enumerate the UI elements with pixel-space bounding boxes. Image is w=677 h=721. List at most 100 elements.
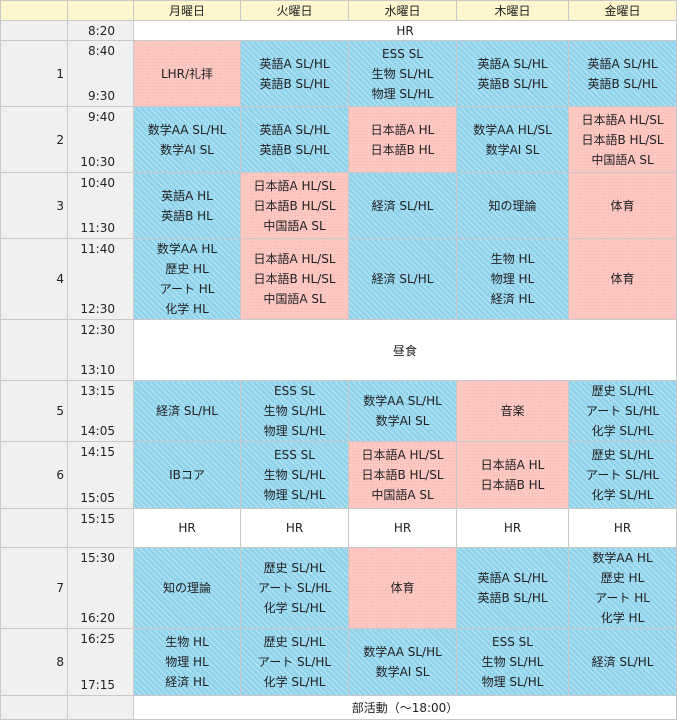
end-time: 10:30 — [80, 155, 115, 169]
period-number: 4 — [0, 238, 68, 320]
hr-cell-wed: HR — [348, 508, 457, 548]
class-cell-mon: 生物 HL 物理 HL 経済 HL — [133, 628, 241, 696]
subject-label: 化学 SL/HL — [591, 488, 654, 502]
subject-label: 体育 — [610, 272, 635, 286]
class-cell-thu: 知の理論 — [456, 172, 569, 239]
subject-label: 日本語B HL/SL — [581, 132, 664, 147]
class-cell-fri: 歴史 SL/HL アート SL/HL 化学 SL/HL — [568, 380, 677, 442]
class-cell-tue: 日本語A HL/SL 日本語B HL/SL 中国語A SL — [240, 238, 349, 320]
period-cell-empty — [0, 695, 68, 720]
subject-label: 生物 HL — [165, 635, 209, 649]
subject-label: LHR/礼拝 — [160, 66, 214, 81]
day-header-fri: 金曜日 — [568, 0, 677, 21]
day-header-thu: 木曜日 — [456, 0, 569, 21]
start-time: 9:40 — [88, 110, 115, 124]
period-row: 2 9:40 10:30 数学AA SL/HL 数学AI SL 英語A SL/HL 英語B … — [0, 106, 677, 173]
subject-label: 数学AA HL/SL — [473, 122, 552, 137]
subject-label: アート SL/HL — [257, 581, 332, 595]
subject-label: 英語B SL/HL — [477, 591, 548, 605]
subject-label: ESS SL — [492, 635, 533, 649]
subject-label: 経済 SL/HL — [156, 404, 218, 418]
class-cell-tue: ESS SL 生物 SL/HL 物理 SL/HL — [240, 441, 349, 509]
subject-label: 数学AA SL/HL — [363, 394, 442, 408]
subject-label: 日本語A HL/SL — [253, 178, 336, 193]
time-header-cell — [67, 0, 134, 21]
subject-label: 歴史 SL/HL — [591, 384, 654, 398]
subject-label: アート SL/HL — [585, 404, 660, 418]
start-time: 11:40 — [80, 242, 115, 256]
subject-label: 音楽 — [500, 404, 525, 418]
subject-label: 経済 HL — [490, 292, 535, 306]
subject-label: 英語A SL/HL — [259, 122, 330, 137]
subject-label: 日本語A HL/SL — [361, 448, 444, 462]
time-cell-empty — [67, 695, 134, 720]
class-cell-fri: 体育 — [568, 238, 677, 320]
class-cell-thu: 数学AA HL/SL 数学AI SL — [456, 106, 569, 173]
period-row: 4 11:40 12:30 数学AA HL 歴史 HL アート HL 化学 HL 日本語A H… — [0, 238, 677, 320]
class-cell-mon: 数学AA SL/HL 数学AI SL — [133, 106, 241, 173]
start-time: 13:15 — [80, 384, 115, 398]
subject-label: 数学AI SL — [485, 142, 540, 157]
period-row: 3 10:40 11:30 英語A HL 英語B HL 日本語A HL/SL 日本語B HL… — [0, 172, 677, 239]
start-time: 10:40 — [80, 176, 115, 190]
class-cell-wed: 数学AA SL/HL 数学AI SL — [348, 380, 457, 442]
period-row: 7 15:30 16:20 知の理論 歴史 SL/HL アート SL/HL 化学 SL/HL… — [0, 547, 677, 629]
day-header-mon: 月曜日 — [133, 0, 241, 21]
subject-label: 日本語A HL/SL — [253, 252, 336, 266]
subject-label: 数学AI SL — [375, 665, 430, 679]
subject-label: アート SL/HL — [257, 655, 332, 669]
subject-label: 英語B HL — [161, 208, 213, 223]
start-time: 16:25 — [80, 632, 115, 646]
subject-label: 知の理論 — [488, 198, 537, 213]
subject-label: 歴史 SL/HL — [591, 448, 654, 462]
subject-label: アート HL — [595, 591, 650, 605]
subject-label: 物理 SL/HL — [263, 488, 326, 502]
subject-label: 経済 HL — [165, 675, 209, 689]
class-cell-mon: 数学AA HL 歴史 HL アート HL 化学 HL — [133, 238, 241, 320]
class-cell-fri: 体育 — [568, 172, 677, 239]
period-cell-empty — [0, 508, 68, 548]
subject-label: 英語B SL/HL — [259, 142, 330, 157]
class-cell-mon: 知の理論 — [133, 547, 241, 629]
period-row: 1 8:40 9:30 LHR/礼拝 英語A SL/HL 英語B SL/HL ESS SL 生… — [0, 40, 677, 107]
hr-cell-fri: HR — [568, 508, 677, 548]
subject-label: 中国語A SL — [263, 292, 326, 306]
end-time: 13:10 — [80, 363, 115, 377]
time-cell: 14:15 15:05 — [67, 441, 134, 509]
subject-label: 歴史 SL/HL — [263, 561, 326, 575]
end-time: 9:30 — [88, 89, 115, 103]
subject-label: 数学AI SL — [375, 414, 430, 428]
subject-label: 英語A SL/HL — [477, 571, 548, 585]
period-number: 2 — [0, 106, 68, 173]
subject-label: 中国語A SL — [591, 152, 654, 167]
subject-label: 経済 SL/HL — [371, 272, 434, 286]
class-cell-thu: 音楽 — [456, 380, 569, 442]
subject-label: 生物 SL/HL — [371, 66, 434, 81]
end-time: 15:05 — [80, 491, 115, 505]
class-cell-thu: 英語A SL/HL 英語B SL/HL — [456, 40, 569, 107]
period-number: 6 — [0, 441, 68, 509]
club-activity-cell: 部活動（～18:00） — [133, 695, 677, 720]
subject-label: 英語A SL/HL — [259, 56, 330, 71]
subject-label: 日本語B HL/SL — [253, 198, 336, 213]
subject-label: 中国語A SL — [371, 488, 434, 502]
class-cell-mon: 英語A HL 英語B HL — [133, 172, 241, 239]
day-header-tue: 火曜日 — [240, 0, 349, 21]
subject-label: 数学AI SL — [160, 142, 214, 157]
class-cell-tue: ESS SL 生物 SL/HL 物理 SL/HL — [240, 380, 349, 442]
subject-label: 数学AA HL — [592, 551, 653, 565]
subject-label: 物理 SL/HL — [481, 675, 544, 689]
class-cell-mon: LHR/礼拝 — [133, 40, 241, 107]
period-number: 3 — [0, 172, 68, 239]
start-time: 14:15 — [80, 445, 115, 459]
lunch-cell: 昼食 — [133, 319, 677, 381]
subject-label: 化学 SL/HL — [263, 601, 326, 615]
subject-label: 数学AA SL/HL — [147, 122, 227, 137]
subject-label: アート HL — [159, 282, 215, 296]
subject-label: 経済 SL/HL — [371, 198, 434, 213]
subject-label: 日本語A HL — [370, 122, 435, 137]
class-cell-wed: 体育 — [348, 547, 457, 629]
header-row: 月曜日 火曜日 水曜日 木曜日 金曜日 — [0, 0, 677, 21]
afternoon-hr-row: 15:15 HR HR HR HR HR — [0, 508, 677, 548]
subject-label: 日本語B HL/SL — [361, 468, 444, 482]
